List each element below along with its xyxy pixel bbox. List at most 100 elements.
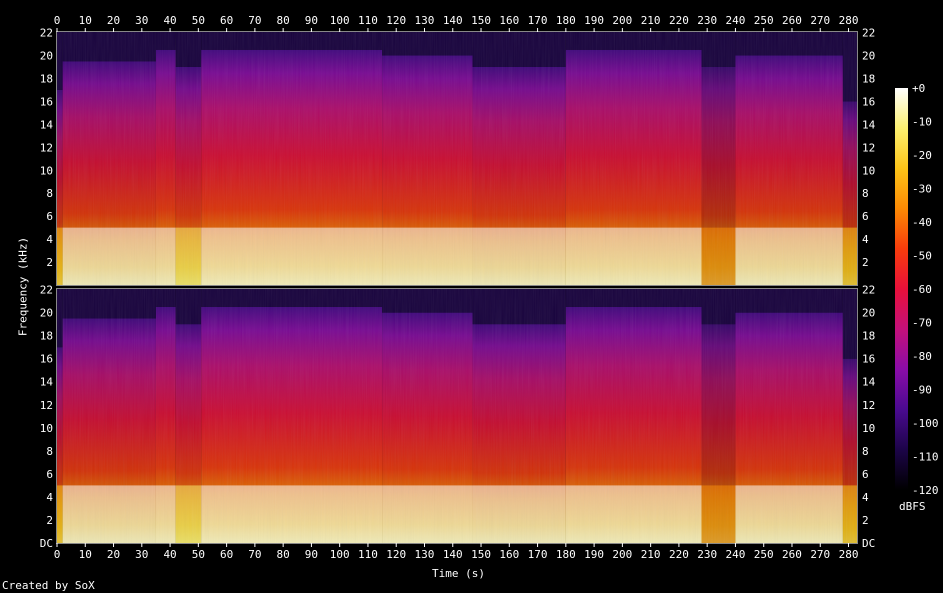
y-tick-label-right: 12 bbox=[862, 399, 875, 412]
y-tick-label-left: 20 bbox=[40, 307, 53, 320]
x-tick-label-bottom: 110 bbox=[358, 548, 378, 561]
footer-credit: Created by SoX bbox=[2, 579, 95, 592]
x-tick-label-top: 30 bbox=[135, 14, 148, 27]
x-tick-label-bottom: 100 bbox=[330, 548, 350, 561]
x-tick-label-top: 150 bbox=[471, 14, 491, 27]
y-tick-label-left: 6 bbox=[46, 210, 53, 223]
y-tick-label-right: 6 bbox=[862, 210, 869, 223]
y-tick-label-right: 18 bbox=[862, 330, 875, 343]
y-tick-label-left: 4 bbox=[46, 233, 53, 246]
y-tick-label-right: 16 bbox=[862, 95, 875, 108]
y-tick-label-left: 22 bbox=[40, 284, 53, 297]
y-tick-label-right: 16 bbox=[862, 353, 875, 366]
y-tick-label-right: 2 bbox=[862, 514, 869, 527]
x-tick-label-bottom: 10 bbox=[79, 548, 92, 561]
x-tick-label-top: 80 bbox=[277, 14, 290, 27]
x-tick-label-top: 220 bbox=[669, 14, 689, 27]
x-tick-label-bottom: 180 bbox=[556, 548, 576, 561]
x-tick-label-top: 100 bbox=[330, 14, 350, 27]
x-tick-label-top: 0 bbox=[54, 14, 61, 27]
colorbar-tick-label: -80 bbox=[912, 350, 932, 363]
colorbar-tick-label: -10 bbox=[912, 116, 932, 129]
colorbar-tick-label: -70 bbox=[912, 317, 932, 330]
x-tick-label-bottom: 30 bbox=[135, 548, 148, 561]
x-tick-label-top: 260 bbox=[782, 14, 802, 27]
x-tick-label-bottom: 150 bbox=[471, 548, 491, 561]
y-tick-label-right: 20 bbox=[862, 307, 875, 320]
x-tick-label-bottom: 40 bbox=[163, 548, 176, 561]
colorbar-ticks: +0 -10 -20 -30 -40 -50 -60 -70 -80 -90 -100 -110 -12… bbox=[912, 82, 939, 497]
y-tick-label-left: 14 bbox=[40, 118, 54, 131]
x-tick-label-bottom: 230 bbox=[697, 548, 717, 561]
y-tick-label-left: 6 bbox=[46, 468, 53, 481]
colorbar-tick-label: -100 bbox=[912, 417, 939, 430]
x-tick-label-bottom: 50 bbox=[192, 548, 205, 561]
y-tick-label-right: 2 bbox=[862, 256, 869, 269]
spectrum-texture bbox=[57, 289, 857, 543]
y-tick-label-right: 14 bbox=[862, 376, 876, 389]
x-tick-label-bottom: 270 bbox=[810, 548, 830, 561]
x-tick-label-top: 140 bbox=[443, 14, 463, 27]
x-tick-label-bottom: 90 bbox=[305, 548, 318, 561]
y-tick-label-right: 12 bbox=[862, 141, 875, 154]
y-tick-label-left: 8 bbox=[46, 445, 53, 458]
x-tick-label-top: 280 bbox=[839, 14, 859, 27]
x-tick-label-top: 10 bbox=[79, 14, 92, 27]
x-tick-label-bottom: 120 bbox=[386, 548, 406, 561]
y-tick-label-right: 20 bbox=[862, 50, 875, 63]
y-tick-label-right: 18 bbox=[862, 72, 875, 85]
y-tick-label-left: 2 bbox=[46, 514, 53, 527]
y-tick-label-left: DC bbox=[40, 537, 53, 550]
x-tick-label-top: 90 bbox=[305, 14, 318, 27]
y-tick-label-left: 16 bbox=[40, 95, 53, 108]
colorbar-tick-label: -90 bbox=[912, 384, 932, 397]
x-tick-label-bottom: 140 bbox=[443, 548, 463, 561]
x-tick-label-bottom: 20 bbox=[107, 548, 120, 561]
x-tick-label-top: 210 bbox=[641, 14, 661, 27]
x-tick-label-top: 40 bbox=[163, 14, 176, 27]
y-tick-label-left: 16 bbox=[40, 353, 53, 366]
x-tick-label-bottom: 260 bbox=[782, 548, 802, 561]
x-tick-label-top: 70 bbox=[248, 14, 261, 27]
x-tick-label-bottom: 250 bbox=[754, 548, 774, 561]
colorbar-tick-label: +0 bbox=[912, 82, 925, 95]
x-tick-label-top: 190 bbox=[584, 14, 604, 27]
colorbar-tick-label: -50 bbox=[912, 250, 932, 263]
y-tick-label-left: 8 bbox=[46, 187, 53, 200]
x-tick-label-bottom: 70 bbox=[248, 548, 261, 561]
colorbar-tick-label: -20 bbox=[912, 149, 932, 162]
x-tick-label-bottom: 220 bbox=[669, 548, 689, 561]
x-tick-label-bottom: 190 bbox=[584, 548, 604, 561]
colorbar-tick-label: -110 bbox=[912, 451, 939, 464]
x-tick-label-bottom: 280 bbox=[839, 548, 859, 561]
x-tick-label-bottom: 200 bbox=[612, 548, 632, 561]
y-tick-label-right: 8 bbox=[862, 187, 869, 200]
y-tick-label-left: 2 bbox=[46, 256, 53, 269]
colorbar-title: dBFS bbox=[899, 500, 926, 513]
y-tick-label-right: 6 bbox=[862, 468, 869, 481]
y-tick-label-right: 8 bbox=[862, 445, 869, 458]
y-tick-label-left: 18 bbox=[40, 330, 53, 343]
x-tick-label-top: 50 bbox=[192, 14, 205, 27]
y-tick-label-left: 12 bbox=[40, 399, 53, 412]
y-tick-label-left: 10 bbox=[40, 164, 53, 177]
y-tick-label-left: 10 bbox=[40, 422, 53, 435]
x-tick-label-top: 110 bbox=[358, 14, 378, 27]
y-tick-label-right: DC bbox=[862, 537, 875, 550]
colorbar bbox=[895, 88, 908, 490]
y-tick-label-right: 10 bbox=[862, 422, 875, 435]
x-tick-label-bottom: 60 bbox=[220, 548, 233, 561]
y-tick-label-left: 4 bbox=[46, 491, 53, 504]
spectrogram-panel-channel-1 bbox=[56, 31, 858, 286]
x-tick-label-top: 230 bbox=[697, 14, 717, 27]
spectrum-texture bbox=[57, 32, 857, 285]
x-tick-label-top: 180 bbox=[556, 14, 576, 27]
x-axis-title: Time (s) bbox=[432, 567, 485, 580]
x-tick-label-bottom: 240 bbox=[726, 548, 746, 561]
y-tick-label-left: 14 bbox=[40, 376, 54, 389]
colorbar-tick-label: -40 bbox=[912, 216, 932, 229]
x-tick-label-bottom: 170 bbox=[528, 548, 548, 561]
y-tick-label-right: 4 bbox=[862, 233, 869, 246]
x-tick-label-bottom: 160 bbox=[499, 548, 519, 561]
y-tick-label-right: 22 bbox=[862, 27, 875, 40]
